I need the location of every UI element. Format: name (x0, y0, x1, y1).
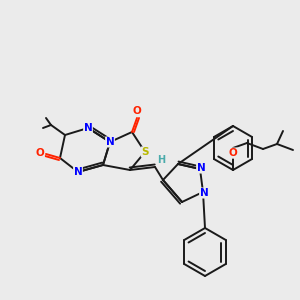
Text: N: N (196, 163, 206, 173)
Text: H: H (157, 155, 165, 165)
Text: O: O (229, 148, 237, 158)
Text: O: O (133, 106, 141, 116)
Text: N: N (84, 123, 92, 133)
Text: N: N (74, 167, 82, 177)
Text: O: O (36, 148, 44, 158)
Text: N: N (106, 137, 114, 147)
Text: N: N (200, 188, 208, 198)
Text: S: S (141, 147, 149, 157)
